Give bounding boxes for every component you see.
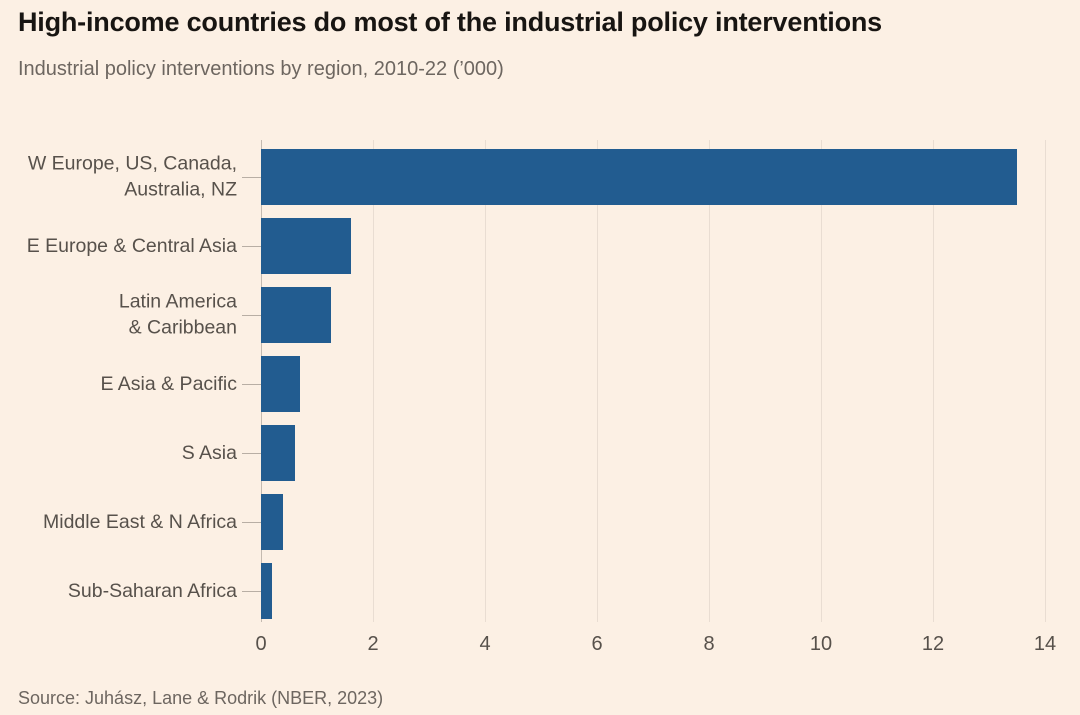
x-tick-label: 6	[591, 633, 603, 655]
gridline	[484, 140, 486, 622]
x-tick-label: 14	[1033, 633, 1057, 655]
x-tick-label: 10	[809, 633, 833, 655]
x-tick-label: 2	[367, 633, 379, 655]
category-label: Sub-Saharan Africa	[67, 579, 237, 602]
gridline	[932, 140, 934, 622]
category-tick-mark	[242, 176, 261, 178]
bar	[261, 149, 1017, 205]
category-tick-mark	[242, 452, 261, 454]
category-label: Latin America & Caribbean	[118, 290, 237, 339]
x-tick-label: 8	[703, 633, 715, 655]
category-label: S Asia	[181, 441, 237, 464]
category-tick-mark	[242, 383, 261, 385]
bar	[261, 425, 295, 481]
chart-subtitle: Industrial policy interventions by regio…	[18, 58, 504, 80]
category-tick-mark	[242, 314, 261, 316]
category-label: E Asia & Pacific	[100, 372, 237, 395]
gridline	[1044, 140, 1046, 622]
bar	[261, 356, 301, 412]
bar	[261, 218, 351, 274]
x-tick-label: 12	[921, 633, 945, 655]
x-tick-label: 4	[479, 633, 491, 655]
x-tick-label: 0	[255, 633, 267, 655]
category-tick-mark	[242, 590, 261, 592]
category-tick-mark	[242, 521, 261, 523]
gridline	[596, 140, 598, 622]
gridline	[820, 140, 822, 622]
bar	[261, 563, 273, 619]
gridline	[372, 140, 374, 622]
gridline	[708, 140, 710, 622]
category-label: E Europe & Central Asia	[26, 234, 237, 257]
category-tick-mark	[242, 245, 261, 247]
source-note: Source: Juhász, Lane & Rodrik (NBER, 202…	[18, 688, 384, 708]
bar	[261, 494, 284, 550]
chart-title: High-income countries do most of the ind…	[18, 7, 882, 37]
category-label: W Europe, US, Canada, Australia, NZ	[27, 152, 237, 201]
category-label: Middle East & N Africa	[43, 510, 237, 533]
bar	[261, 287, 331, 343]
